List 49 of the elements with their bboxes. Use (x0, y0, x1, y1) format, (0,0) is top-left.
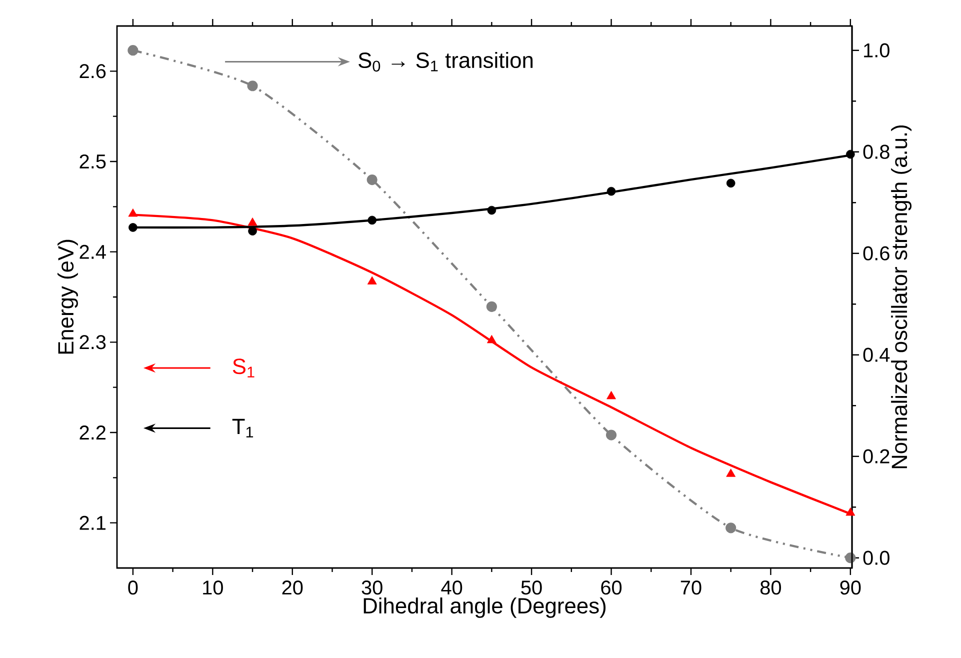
point (726, 468, 736, 477)
point (128, 45, 138, 56)
x-tick-label: 0 (128, 580, 138, 595)
legend-label: T$_{1}$ (232, 418, 254, 438)
point (845, 552, 856, 564)
y-axis-title: Energy (eV) (58, 240, 78, 354)
x-axis-title: Dihedral angle (Degrees) (364, 597, 606, 618)
point (366, 174, 378, 186)
x-tick-label: 80 (760, 580, 781, 595)
point (487, 206, 496, 215)
y2-tick-label: 1.0 (864, 43, 890, 58)
x-tick-label: 70 (680, 580, 702, 595)
legend-label: S$_{1}$ (232, 358, 254, 378)
point (846, 150, 855, 159)
y-tick-label: 2.3 (80, 335, 106, 350)
point (368, 216, 376, 225)
x-tick-label: 40 (441, 580, 462, 595)
point (128, 208, 138, 217)
y2-tick-label: 0.8 (863, 144, 890, 159)
y-tick-label: 2.6 (80, 64, 106, 78)
point (726, 522, 736, 534)
point (367, 276, 377, 284)
point (486, 334, 496, 344)
point (606, 186, 616, 196)
point (606, 390, 616, 400)
point (486, 301, 497, 312)
y-tick-label: 2.4 (80, 244, 106, 259)
y2-axis-title: Normalized oscillator strength (a.u.) (891, 125, 912, 468)
y2-tick-label: 0.4 (863, 348, 890, 362)
y2-tick-label: 0.2 (863, 449, 890, 464)
x-tick-label: 90 (840, 580, 861, 595)
y-tick-label: 2.1 (80, 516, 106, 530)
point (248, 218, 258, 226)
point (606, 430, 617, 440)
x-tick-label: 60 (601, 580, 622, 595)
y2-tick-label: 0.0 (863, 550, 890, 565)
point (248, 226, 257, 236)
point (726, 178, 736, 188)
x-tick-label: 10 (203, 580, 223, 595)
x-tick-label: 50 (521, 580, 542, 595)
y-tick-label: 2.2 (80, 426, 106, 440)
point (128, 223, 138, 232)
y-tick-label: 2.5 (80, 154, 106, 169)
point (846, 507, 856, 516)
legend-label: S$_{0}$ → S$_{1}$ transition (358, 52, 533, 72)
point (247, 80, 258, 92)
x-tick-label: 30 (362, 580, 382, 595)
x-tick-label: 20 (282, 580, 303, 595)
y2-tick-label: 0.6 (863, 246, 890, 260)
